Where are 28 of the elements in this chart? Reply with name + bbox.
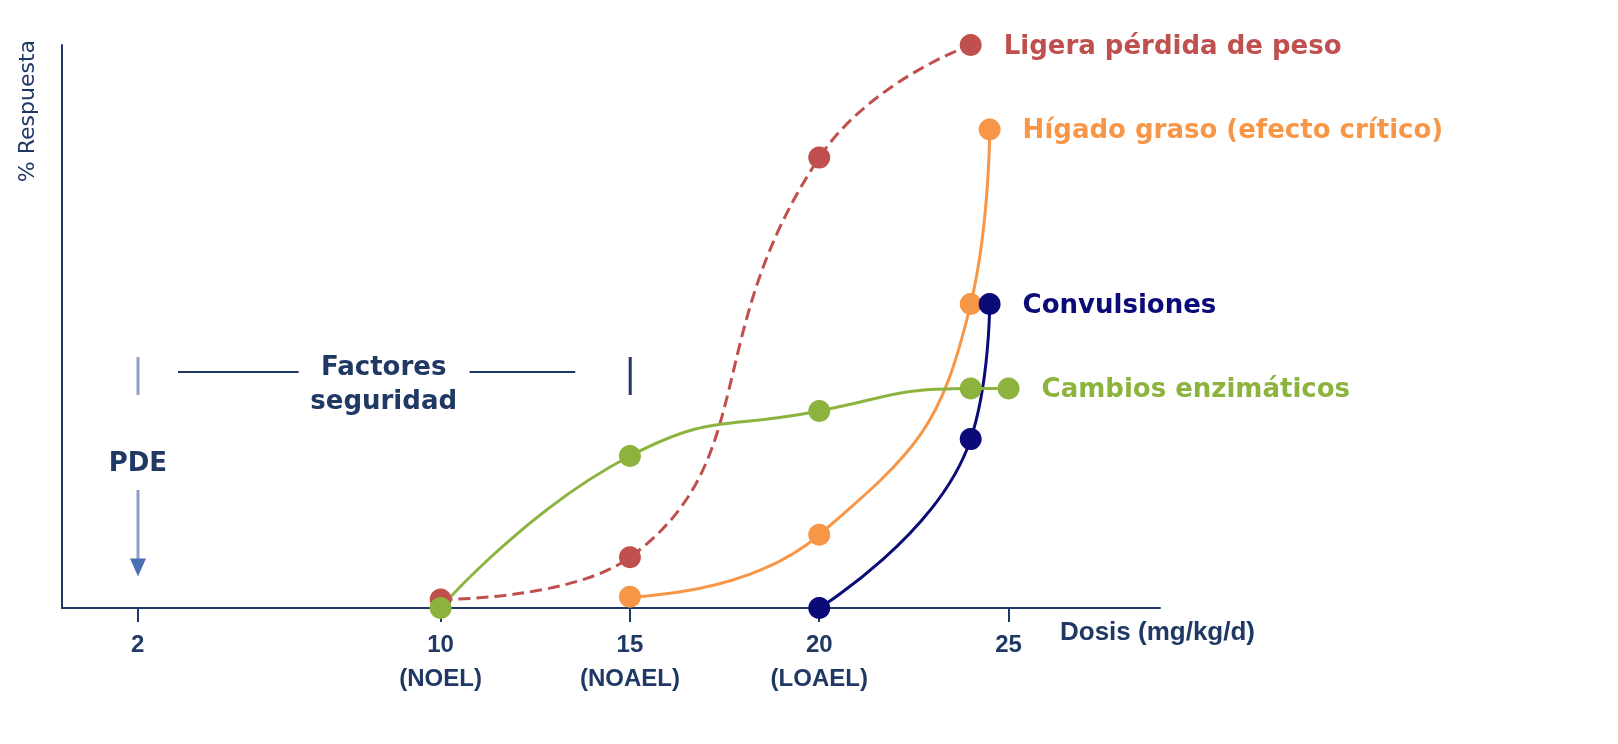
x-tick-label: 2 xyxy=(131,629,145,657)
point xyxy=(429,597,452,619)
x-tick-label: 25 xyxy=(995,629,1022,657)
point xyxy=(959,377,982,400)
x-tick-label: 20 (LOAEL) xyxy=(770,629,868,691)
point xyxy=(959,34,982,56)
series-label: Convulsiones xyxy=(1022,288,1217,319)
point xyxy=(978,118,1001,141)
point xyxy=(959,292,982,315)
y-axis-title: % Respuesta xyxy=(14,40,39,183)
point xyxy=(618,546,641,569)
x-axis-title: Dosis (mg/kg/d) xyxy=(1060,616,1256,646)
point xyxy=(978,292,1001,315)
point xyxy=(618,445,641,467)
series-label: Ligera pérdida de peso xyxy=(1003,30,1342,60)
x-tick-label: 10 (NOEL) xyxy=(399,629,482,691)
annotation: PDE xyxy=(108,445,168,479)
point xyxy=(808,146,831,169)
point xyxy=(618,585,641,608)
point xyxy=(808,597,831,619)
series-label: Hígado graso (efecto crítico) xyxy=(1022,114,1444,145)
point xyxy=(808,399,831,422)
point xyxy=(997,377,1020,400)
point xyxy=(808,523,831,546)
annotation: Factores seguridad xyxy=(310,350,458,418)
x-tick-label: 15 (NOAEL) xyxy=(579,629,680,691)
point xyxy=(959,428,982,451)
series-label: Cambios enzimáticos xyxy=(1041,373,1351,404)
